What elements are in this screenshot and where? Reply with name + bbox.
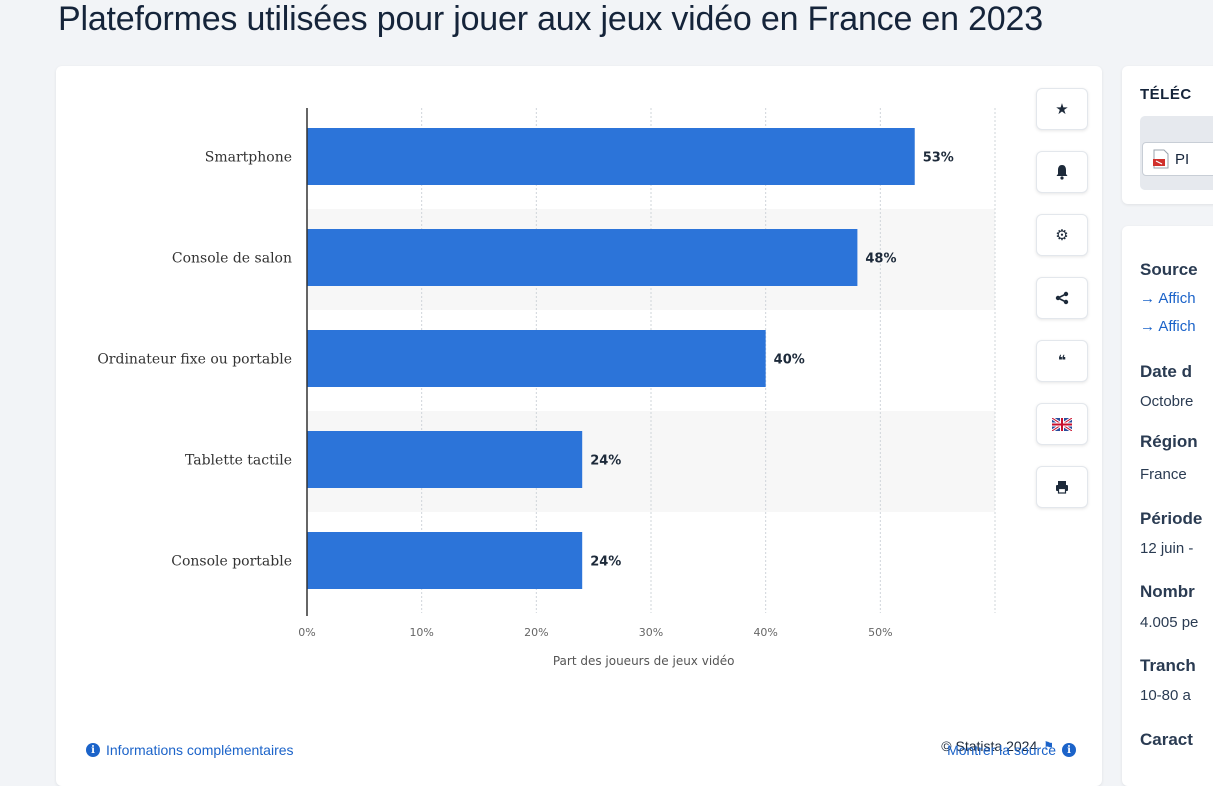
source-info-card: Source → Affich → Affich Date d Octobre … bbox=[1122, 226, 1213, 786]
gear-icon: ⚙ bbox=[1055, 226, 1069, 244]
flag-icon: ⚑ bbox=[1043, 739, 1054, 753]
respondents-label: Nombr bbox=[1140, 582, 1195, 601]
info-icon: i bbox=[1062, 743, 1076, 757]
data-label: 48% bbox=[865, 252, 896, 267]
x-tick-label: 40% bbox=[753, 626, 777, 639]
x-tick-label: 50% bbox=[868, 626, 892, 639]
quote-icon: ❝ bbox=[1057, 353, 1067, 369]
more-info-link[interactable]: i Informations complémentaires bbox=[86, 742, 294, 758]
pdf-file-icon bbox=[1153, 149, 1169, 169]
credit-text: © Statista 2024 bbox=[941, 738, 1038, 754]
period-value: 12 juin - bbox=[1140, 540, 1194, 557]
category-label: Console de salon bbox=[172, 251, 292, 267]
x-tick-label: 20% bbox=[524, 626, 548, 639]
period-label: Période bbox=[1140, 509, 1203, 528]
chart-toolbar: ★ ⚙ ❝ bbox=[1036, 88, 1088, 529]
x-tick-label: 10% bbox=[409, 626, 433, 639]
show-source-link[interactable]: Montrer la source i bbox=[947, 742, 1076, 758]
bar-chart: 53% Smartphone 48% Console de salon 40% Ordin… bbox=[97, 108, 996, 668]
star-icon: ★ bbox=[1055, 100, 1069, 118]
settings-button[interactable]: ⚙ bbox=[1036, 214, 1088, 256]
flag-uk-icon bbox=[1052, 417, 1072, 431]
share-icon bbox=[1055, 291, 1069, 305]
region-label: Région bbox=[1140, 432, 1198, 451]
share-button[interactable] bbox=[1036, 277, 1088, 319]
download-card: TÉLÉC PI bbox=[1122, 66, 1213, 204]
data-label: 40% bbox=[774, 353, 805, 368]
bar bbox=[307, 431, 583, 488]
release-date-label: Date d bbox=[1140, 362, 1192, 381]
chart-card: 53% Smartphone 48% Console de salon 40% Ordin… bbox=[56, 66, 1102, 786]
show-source-text: Montrer la source bbox=[947, 742, 1056, 758]
bar bbox=[307, 128, 915, 185]
bar bbox=[307, 532, 583, 589]
language-button[interactable] bbox=[1036, 403, 1088, 445]
source-label: Source bbox=[1140, 260, 1198, 279]
category-label: Ordinateur fixe ou portable bbox=[97, 352, 292, 368]
statista-credit: © Statista 2024 ⚑ bbox=[941, 738, 1054, 754]
respondents-value: 4.005 pe bbox=[1140, 614, 1199, 631]
pdf-download-button[interactable]: PI bbox=[1142, 142, 1213, 176]
bar bbox=[307, 330, 766, 387]
pdf-label: PI bbox=[1175, 150, 1190, 168]
region-value: France bbox=[1140, 466, 1187, 483]
source-link-2[interactable]: → Affich bbox=[1140, 318, 1196, 335]
favorite-button[interactable]: ★ bbox=[1036, 88, 1088, 130]
bar bbox=[307, 229, 858, 286]
category-label: Tablette tactile bbox=[185, 453, 292, 469]
x-axis-title: Part des joueurs de jeux vidéo bbox=[553, 654, 735, 668]
age-range-value: 10-80 a bbox=[1140, 687, 1191, 704]
more-info-text: Informations complémentaires bbox=[106, 742, 294, 758]
characteristics-label: Caract bbox=[1140, 730, 1193, 749]
data-label: 24% bbox=[590, 454, 621, 469]
cite-button[interactable]: ❝ bbox=[1036, 340, 1088, 382]
bell-icon bbox=[1056, 165, 1068, 180]
source-link-1[interactable]: → Affich bbox=[1140, 290, 1196, 307]
category-label: Smartphone bbox=[205, 150, 292, 166]
notification-button[interactable] bbox=[1036, 151, 1088, 193]
print-icon bbox=[1056, 481, 1068, 494]
print-button[interactable] bbox=[1036, 466, 1088, 508]
data-label: 24% bbox=[590, 555, 621, 570]
info-icon: i bbox=[86, 743, 100, 757]
download-title: TÉLÉC bbox=[1140, 86, 1192, 103]
category-label: Console portable bbox=[171, 554, 292, 570]
x-tick-label: 30% bbox=[639, 626, 663, 639]
x-tick-label: 0% bbox=[298, 626, 315, 639]
age-range-label: Tranch bbox=[1140, 656, 1196, 675]
page-title: Plateformes utilisées pour jouer aux jeu… bbox=[58, 0, 1043, 38]
release-date-value: Octobre bbox=[1140, 393, 1194, 410]
data-label: 53% bbox=[923, 151, 954, 166]
